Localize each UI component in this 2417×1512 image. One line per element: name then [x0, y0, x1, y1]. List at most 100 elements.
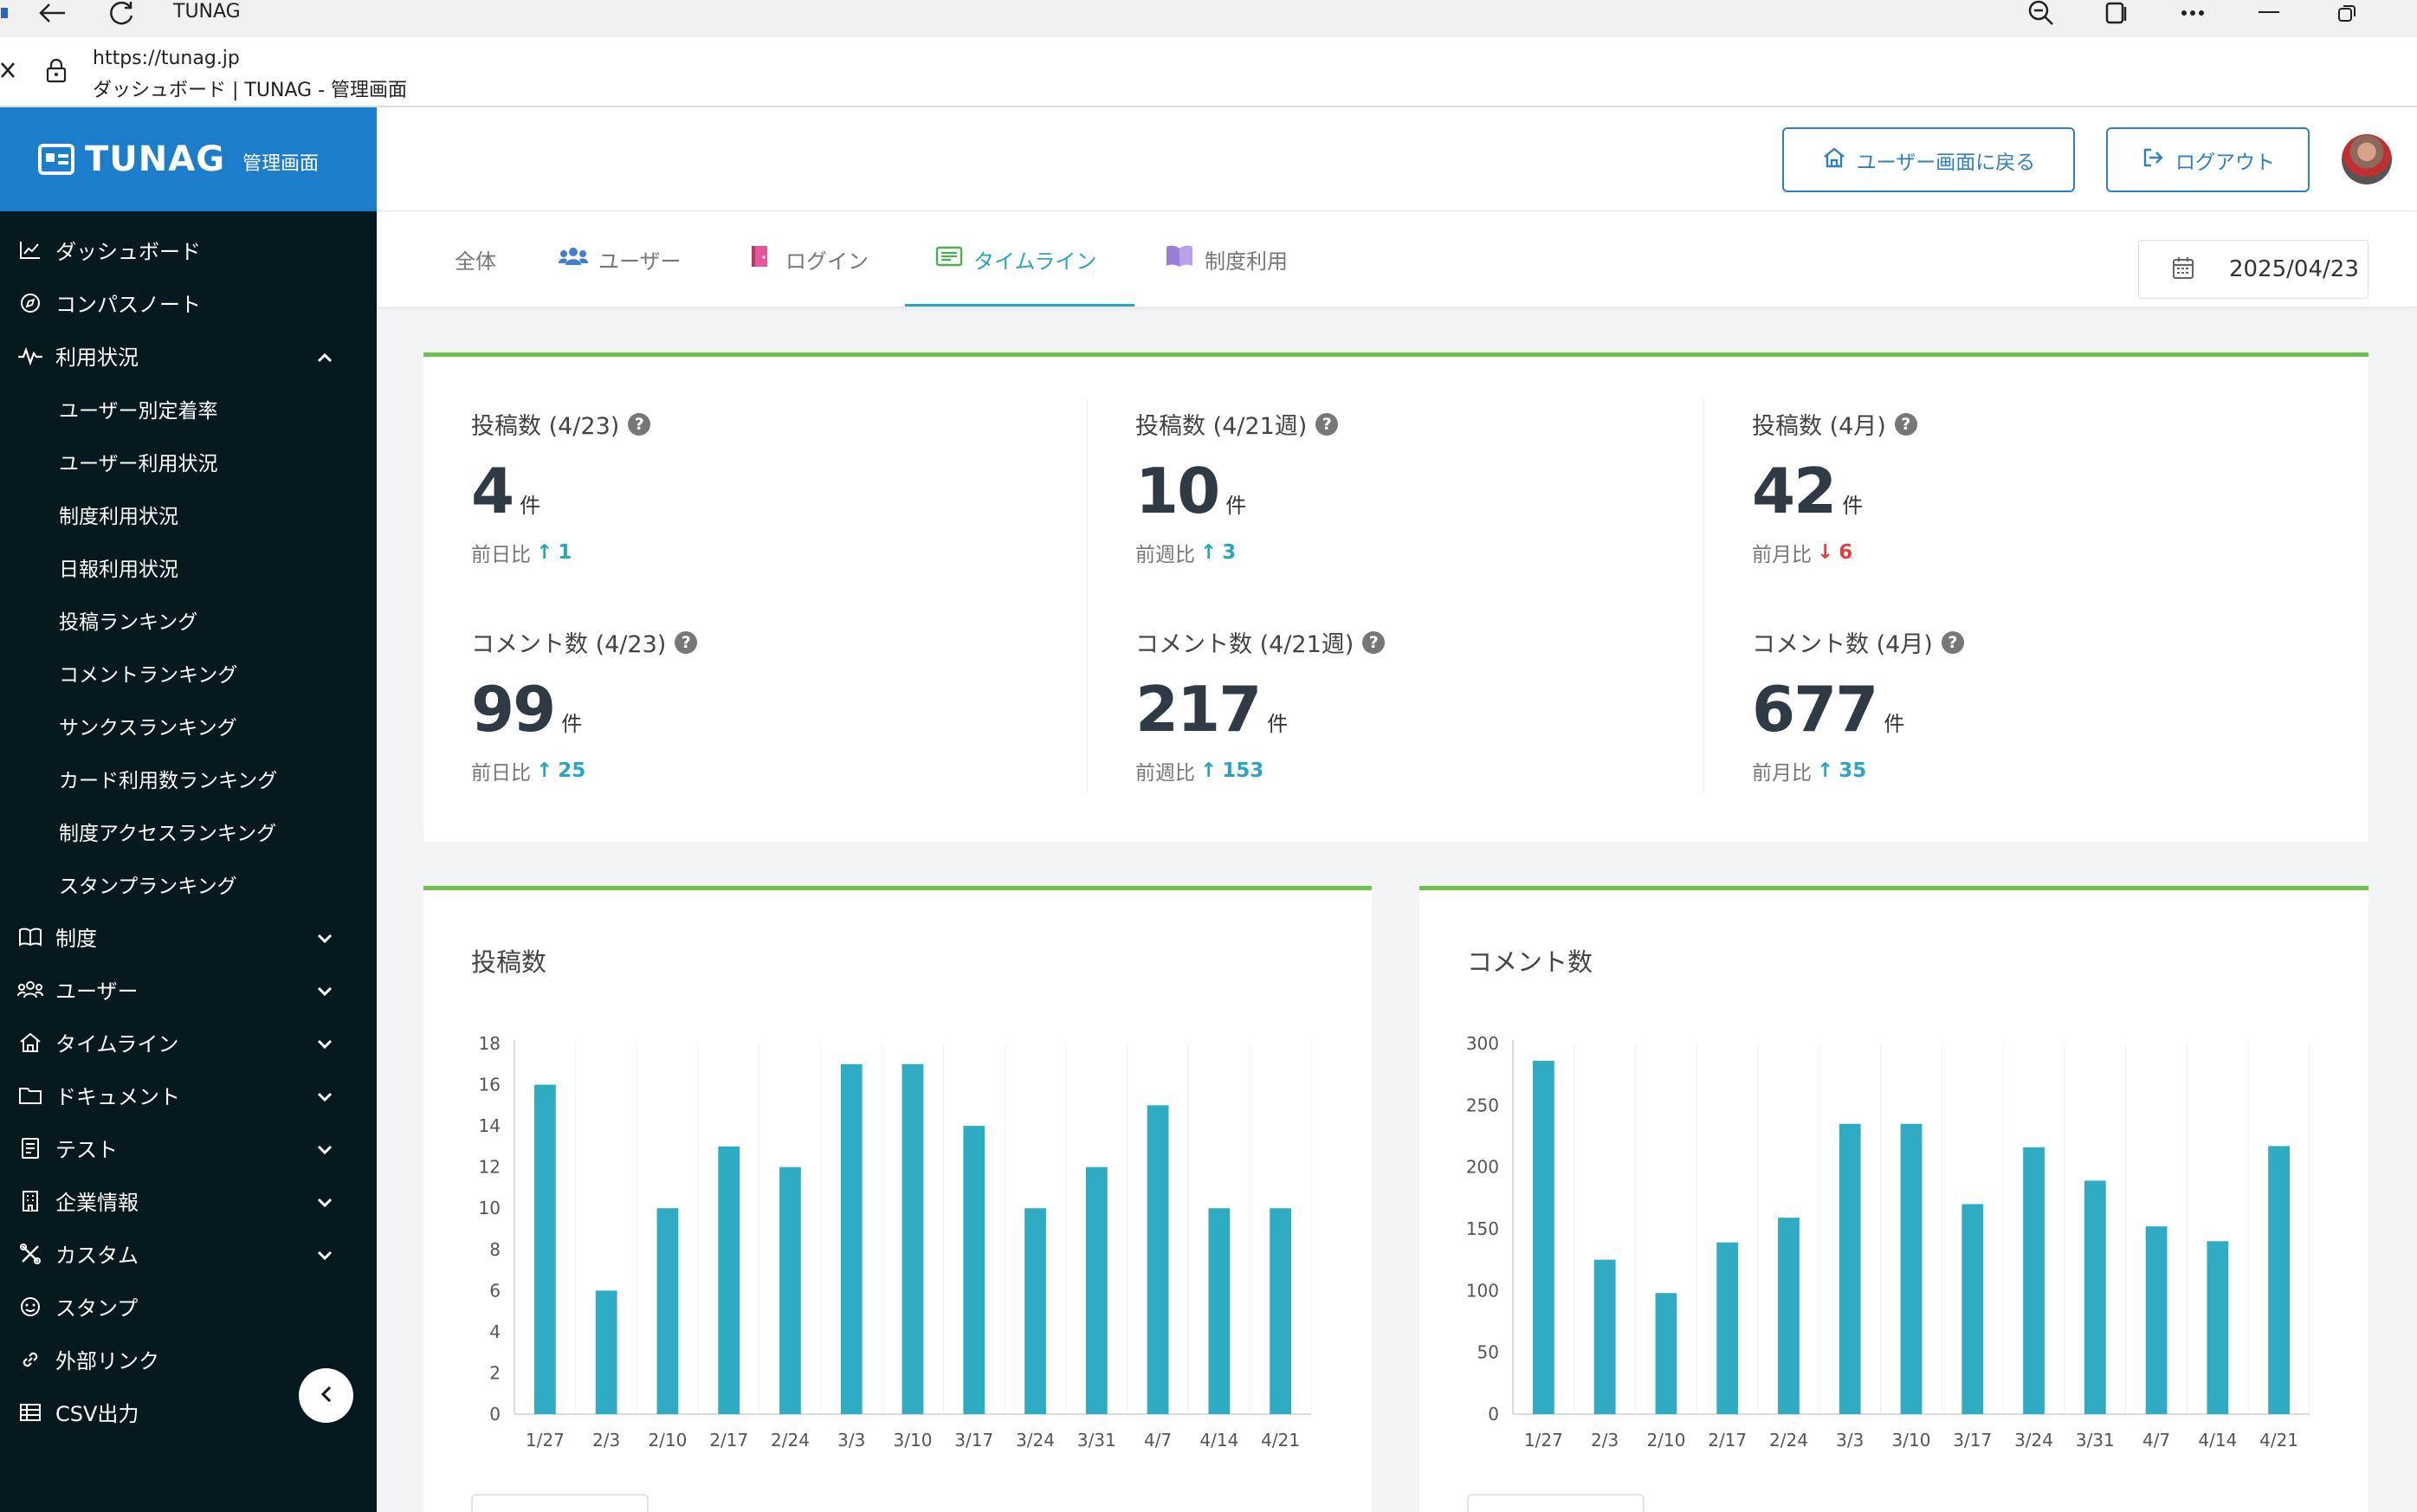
more-options-icon[interactable] — [2175, 0, 2210, 26]
chart-bar — [1778, 1218, 1800, 1414]
sidebar-item-label: 制度 — [55, 927, 97, 951]
chart-line-icon — [16, 236, 45, 265]
x-tick-label: 2/24 — [1769, 1430, 1808, 1451]
sidebar-subitem-stamp-ranking[interactable]: スタンプランキング — [59, 875, 237, 898]
stat-comments-day: コメント数 (4/23)? 99 件 前日比 ↑ 25 — [471, 625, 698, 785]
y-tick-label: 100 — [1466, 1280, 1499, 1301]
sidebar-item-custom[interactable]: カスタム — [0, 1227, 377, 1280]
help-icon[interactable]: ? — [1315, 412, 1339, 436]
arrow-down-icon: ↓ — [1817, 541, 1834, 564]
stat-delta: 3 — [1222, 541, 1237, 564]
read-aloud-icon[interactable] — [2100, 0, 2135, 26]
y-tick-label: 14 — [479, 1115, 501, 1136]
tab-all[interactable]: 全体 — [455, 211, 496, 307]
sidebar-item-timeline[interactable]: タイムライン — [0, 1016, 377, 1069]
x-tick-label: 3/10 — [1892, 1430, 1931, 1451]
sidebar-collapse-button[interactable] — [299, 1368, 353, 1423]
chart-title: 投稿数 — [471, 947, 547, 977]
x-tick-label: 4/14 — [1199, 1430, 1238, 1451]
posts-bar-chart: 0 2 4 6 8 10 12 14 16 18 1/27 2/3 2/10 2/17 2/24 3/3 3/1… — [479, 1033, 1312, 1451]
logout-icon — [2141, 146, 2165, 174]
close-tab-icon[interactable] — [0, 60, 17, 84]
sidebar-item-csv-export[interactable]: CSV出力 — [0, 1386, 377, 1438]
date-picker[interactable]: 2025/04/23 — [2138, 240, 2369, 299]
sidebar-item-usage[interactable]: 利用状況 — [0, 329, 377, 382]
browser-app-icon — [0, 0, 10, 26]
sidebar-subitem-post-ranking[interactable]: 投稿ランキング — [59, 611, 198, 634]
sidebar-item-company-info[interactable]: 企業情報 — [0, 1174, 377, 1227]
sidebar-item-external-links[interactable]: 外部リンク — [0, 1333, 377, 1386]
restore-icon[interactable] — [2330, 0, 2364, 26]
lock-icon[interactable] — [45, 58, 68, 87]
help-icon[interactable]: ? — [628, 412, 651, 436]
pulse-icon — [16, 341, 45, 371]
stat-unit: 件 — [1267, 712, 1289, 736]
back-arrow-icon[interactable] — [35, 0, 69, 26]
sidebar-subitem-user-usage[interactable]: ユーザー利用状況 — [59, 452, 218, 475]
sidebar-item-test[interactable]: テスト — [0, 1121, 377, 1174]
tab-label: ログイン — [785, 249, 869, 274]
smile-icon — [16, 1292, 45, 1321]
sidebar-subitem-user-retention[interactable]: ユーザー別定着率 — [59, 399, 218, 423]
logout-button[interactable]: ログアウト — [2106, 127, 2310, 192]
back-to-user-label: ユーザー画面に戻る — [1856, 151, 2036, 174]
sidebar-item-users[interactable]: ユーザー — [0, 963, 377, 1016]
sidebar-item-documents[interactable]: ドキュメント — [0, 1069, 377, 1121]
x-tick-label: 3/3 — [1836, 1430, 1864, 1451]
browser-titlebar: TUNAG — [0, 0, 2417, 37]
help-icon[interactable]: ? — [1362, 630, 1386, 654]
sidebar-nav: ダッシュボード コンパスノート 利用状況 ユーザー別定着率 ユーザー利用状況 制… — [0, 211, 377, 1438]
help-icon[interactable]: ? — [1894, 412, 1917, 436]
y-tick-label: 0 — [489, 1404, 501, 1425]
sidebar-subitem-thanks-ranking[interactable]: サンクスランキング — [59, 716, 237, 740]
minimize-icon[interactable] — [2252, 0, 2286, 26]
tab-timeline[interactable]: タイムライン — [935, 211, 1096, 307]
x-tick-label: 3/17 — [1953, 1430, 1992, 1451]
users-icon — [559, 246, 588, 272]
help-icon[interactable]: ? — [1941, 630, 1964, 654]
sidebar-item-stamp[interactable]: スタンプ — [0, 1280, 377, 1333]
avatar[interactable] — [2342, 134, 2392, 184]
folder-icon — [16, 1081, 45, 1110]
chart-bar — [2207, 1241, 2229, 1414]
tab-label: 全体 — [455, 249, 496, 274]
sidebar-item-label: 外部リンク — [55, 1349, 159, 1373]
arrow-up-icon: ↑ — [1817, 759, 1834, 782]
x-tick-label: 3/31 — [2076, 1430, 2115, 1451]
tab-users[interactable]: ユーザー — [559, 211, 682, 307]
brand-header[interactable]: TUNAG 管理画面 — [0, 107, 377, 211]
chart-bar — [963, 1126, 986, 1414]
sidebar-subitem-comment-ranking[interactable]: コメントランキング — [59, 663, 238, 687]
x-tick-label: 3/24 — [2014, 1430, 2053, 1451]
tab-login[interactable]: ログイン — [749, 211, 869, 307]
x-tick-label: 3/31 — [1077, 1430, 1116, 1451]
stat-compare-label: 前月比 — [1752, 762, 1812, 785]
stat-unit: 件 — [1225, 494, 1247, 518]
chevron-left-icon — [320, 1385, 333, 1407]
sidebar-subitem-card-usage-ranking[interactable]: カード利用数ランキング — [59, 769, 278, 792]
sidebar-item-label: カスタム — [55, 1244, 139, 1268]
chart-period-select[interactable] — [471, 1494, 649, 1512]
book-icon — [16, 922, 45, 952]
sidebar-item-label: ドキュメント — [55, 1085, 180, 1109]
sidebar-subitem-program-access-ranking[interactable]: 制度アクセスランキング — [59, 822, 277, 845]
chart-period-select[interactable] — [1467, 1494, 1645, 1512]
sidebar-subitem-program-usage[interactable]: 制度利用状況 — [59, 505, 178, 528]
tab-program-usage[interactable]: 制度利用 — [1165, 211, 1288, 307]
back-to-user-screen-button[interactable]: ユーザー画面に戻る — [1782, 127, 2075, 192]
reload-icon[interactable] — [104, 0, 139, 26]
url-text[interactable]: https://tunag.jp — [93, 48, 240, 69]
sidebar-item-program[interactable]: 制度 — [0, 910, 377, 963]
y-tick-label: 200 — [1466, 1157, 1499, 1178]
zoom-out-icon[interactable] — [2024, 0, 2058, 26]
stat-label: 投稿数 (4/21週) — [1135, 413, 1308, 440]
sidebar-item-label: テスト — [55, 1138, 118, 1162]
sidebar-item-compass-note[interactable]: コンパスノート — [0, 276, 377, 329]
chart-bar — [2084, 1180, 2106, 1414]
help-icon[interactable]: ? — [675, 630, 698, 654]
sidebar-item-dashboard[interactable]: ダッシュボード — [0, 223, 377, 276]
sidebar-subitem-daily-report-usage[interactable]: 日報利用状況 — [59, 558, 178, 581]
stat-label: コメント数 (4月) — [1752, 631, 1933, 658]
x-tick-label: 3/10 — [894, 1430, 933, 1451]
stats-divider — [1703, 398, 1704, 792]
